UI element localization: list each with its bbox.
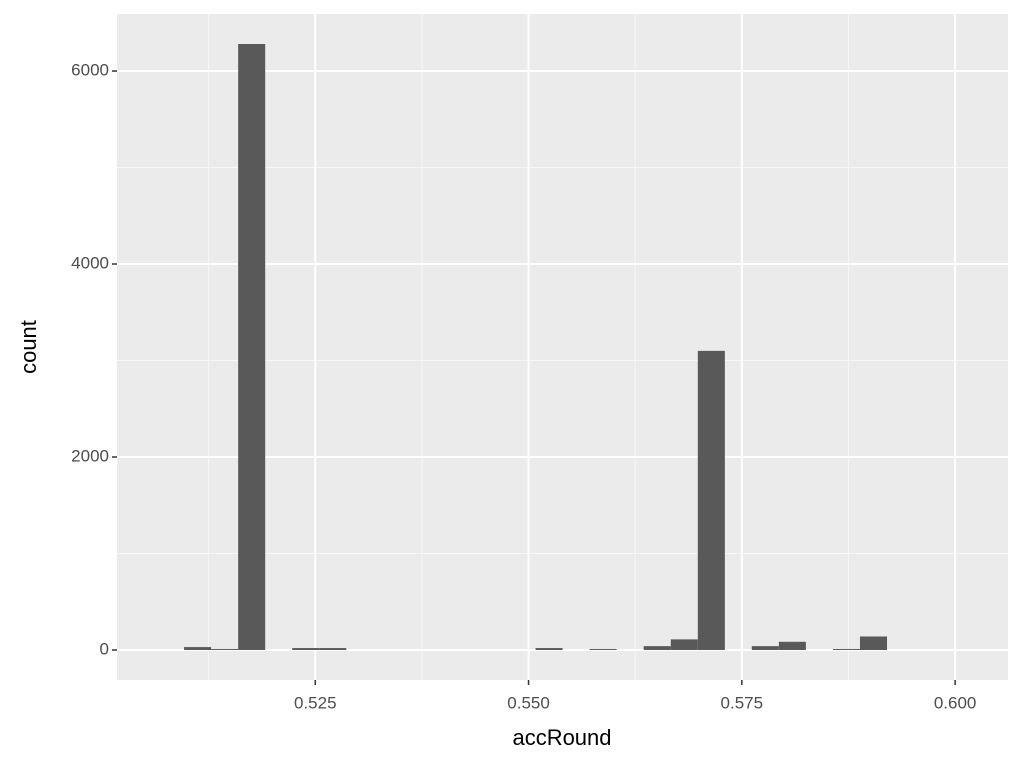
bar <box>589 649 617 650</box>
bar <box>670 639 698 650</box>
y-tick-label: 6000 <box>71 61 109 80</box>
bar <box>751 646 779 650</box>
bar <box>238 44 266 650</box>
panel <box>117 14 1008 680</box>
x-tick-label: 0.525 <box>294 693 337 712</box>
x-tick-label: 0.550 <box>507 693 550 712</box>
y-tick-label: 2000 <box>71 446 109 465</box>
x-tick-label: 0.575 <box>721 693 764 712</box>
bar <box>697 350 725 650</box>
x-axis-title: accRound <box>512 725 611 750</box>
bar <box>319 648 347 650</box>
bar <box>535 648 563 650</box>
y-tick-label: 0 <box>100 639 109 658</box>
y-tick-label: 4000 <box>71 253 109 272</box>
bar <box>211 649 239 650</box>
bar <box>292 648 320 650</box>
bar <box>184 647 212 650</box>
y-axis-title: count <box>16 320 41 374</box>
bar <box>832 649 860 650</box>
x-tick-label: 0.600 <box>934 693 977 712</box>
bar <box>643 646 671 650</box>
bar <box>778 641 806 650</box>
bar <box>859 636 888 650</box>
